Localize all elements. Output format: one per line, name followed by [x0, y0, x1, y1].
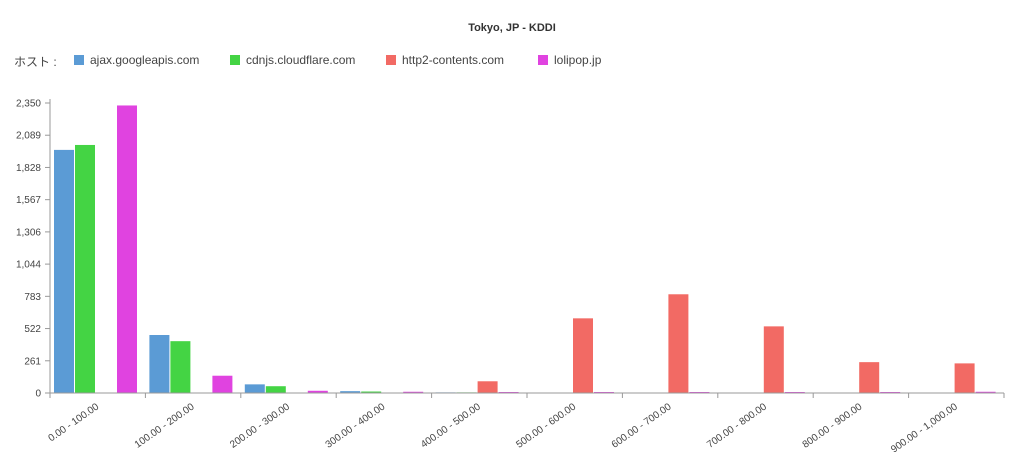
bar-cdnjs-cloudflare-com [361, 391, 382, 393]
legend-swatch [386, 55, 396, 65]
legend-item-label: ajax.googleapis.com [90, 53, 200, 67]
x-tick-label: 300.00 - 400.00 [324, 401, 388, 450]
legend-item-label: cdnjs.cloudflare.com [246, 53, 356, 67]
legend-item-series-1[interactable]: ajax.googleapis.com [74, 53, 199, 67]
legend-swatch [230, 55, 240, 65]
bar-ajax-googleapis-com [244, 384, 265, 393]
y-tick-label: 261 [24, 356, 41, 367]
bar-http2-contents-com [859, 362, 880, 393]
y-tick-label: 783 [24, 292, 41, 303]
bar-lolipop-jp [975, 391, 996, 393]
legend-item-series-2[interactable]: cdnjs.cloudflare.com [230, 53, 355, 67]
y-tick-label: 2,089 [16, 131, 41, 142]
bar-ajax-googleapis-com [54, 149, 74, 393]
legend-item-series-4[interactable]: lolipop.jp [538, 53, 601, 67]
y-tick-label: 1,828 [16, 163, 41, 174]
bar-lolipop-jp [212, 375, 233, 393]
bar-cdnjs-cloudflare-com [265, 386, 286, 393]
x-tick-label: 400.00 - 500.00 [419, 401, 483, 450]
bar-cdnjs-cloudflare-com [170, 341, 191, 393]
y-tick-label: 0 [35, 389, 41, 400]
x-tick-label: 800.00 - 900.00 [801, 401, 865, 450]
x-tick-label: 500.00 - 600.00 [514, 401, 578, 450]
y-tick-label: 522 [24, 324, 41, 335]
legend-swatch [74, 55, 84, 65]
bar-ajax-googleapis-com [340, 391, 361, 393]
y-tick-label: 1,306 [16, 227, 41, 238]
bar-http2-contents-com [668, 294, 689, 393]
legend-host-label: ホスト : [14, 55, 57, 69]
y-tick-label: 2,350 [16, 99, 41, 110]
x-tick-label: 700.00 - 800.00 [705, 401, 769, 450]
bar-http2-contents-com [573, 318, 593, 393]
chart-title: Tokyo, JP - KDDI [468, 22, 556, 34]
x-tick-label: 200.00 - 300.00 [228, 401, 292, 450]
bar-lolipop-jp [117, 105, 137, 394]
bar-http2-contents-com [954, 363, 975, 393]
legend-swatch [538, 55, 548, 65]
legend-item-series-3[interactable]: http2-contents.com [386, 53, 504, 67]
x-tick-label: 100.00 - 200.00 [133, 401, 197, 450]
x-tick-label: 600.00 - 700.00 [610, 401, 674, 450]
bar-http2-contents-com [763, 326, 784, 393]
bar-lolipop-jp [307, 390, 328, 393]
y-tick-label: 1,567 [16, 195, 41, 206]
bar-ajax-googleapis-com [149, 335, 170, 393]
bar-cdnjs-cloudflare-com [75, 144, 95, 393]
legend-item-label: lolipop.jp [554, 53, 602, 67]
bar-lolipop-jp [403, 391, 424, 393]
x-tick-label: 900.00 - 1,000.00 [889, 401, 960, 455]
bar-http2-contents-com [477, 381, 498, 393]
x-tick-label: 0.00 - 100.00 [47, 401, 102, 444]
legend-item-label: http2-contents.com [402, 53, 505, 67]
y-tick-label: 1,044 [16, 260, 41, 271]
